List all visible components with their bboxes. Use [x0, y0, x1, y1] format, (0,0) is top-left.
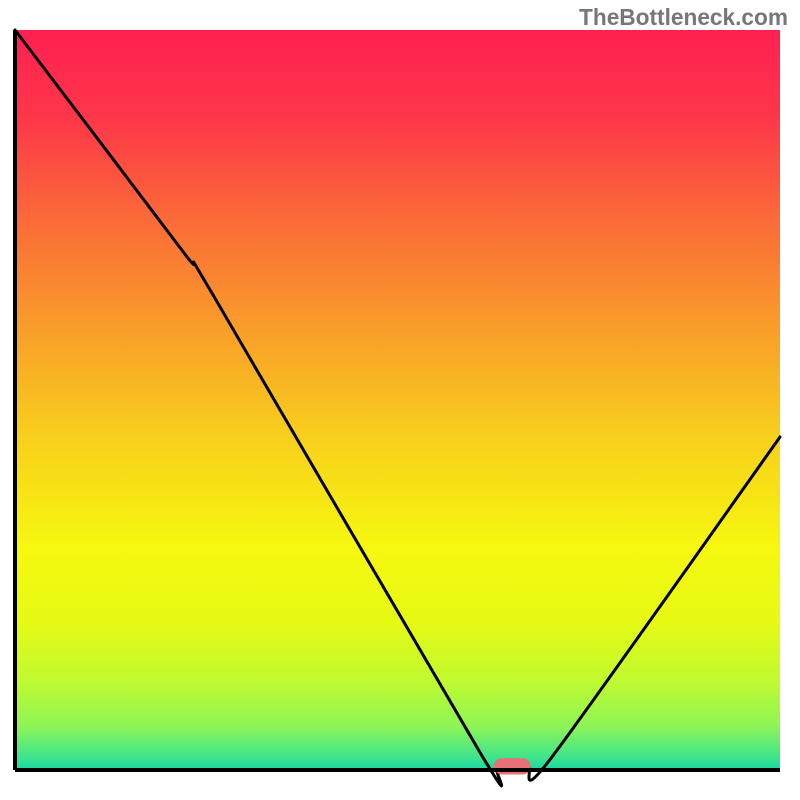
chart-svg: [0, 0, 800, 800]
gradient-background: [15, 30, 780, 770]
bottleneck-chart: TheBottleneck.com: [0, 0, 800, 800]
watermark-text: TheBottleneck.com: [579, 4, 788, 31]
